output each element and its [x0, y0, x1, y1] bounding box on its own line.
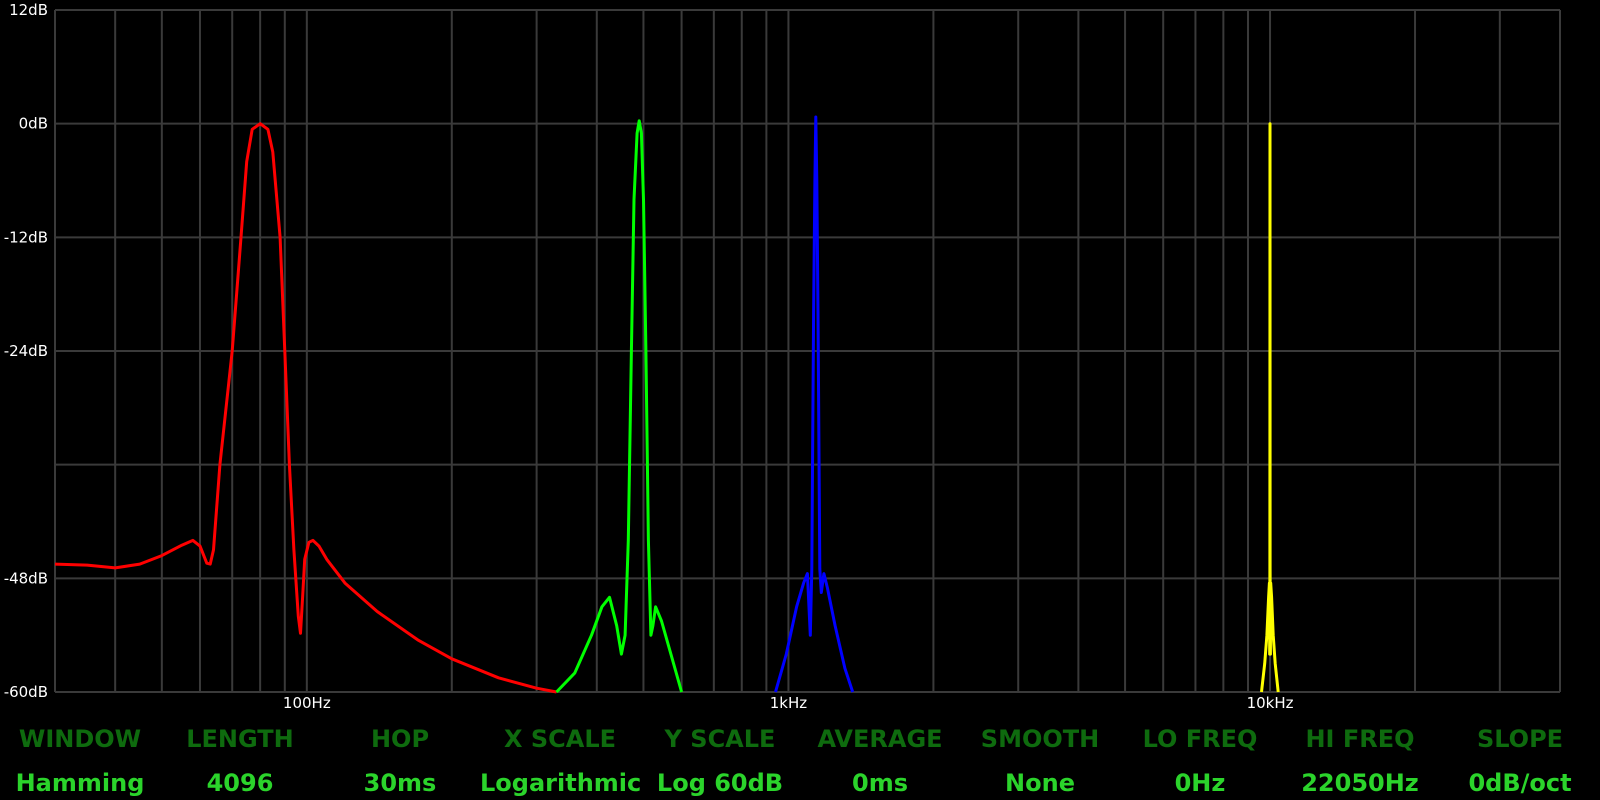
slope-value[interactable]: 0dB/oct [1440, 768, 1600, 798]
hi-freq-control[interactable]: HI FREQ 22050Hz [1280, 716, 1440, 800]
smooth-control[interactable]: SMOOTH None [960, 716, 1120, 800]
x-scale-label: X SCALE [480, 724, 640, 754]
window-label: WINDOW [0, 724, 160, 754]
hop-label: HOP [320, 724, 480, 754]
hi-freq-label: HI FREQ [1280, 724, 1440, 754]
spectrum-series-1 [55, 124, 557, 692]
average-value[interactable]: 0ms [800, 768, 960, 798]
y-tick-label: -24dB [4, 342, 48, 360]
spectrum-series-4 [1262, 124, 1279, 692]
spectrum-series-3 [776, 117, 853, 692]
x-scale-value[interactable]: Logarithmic [480, 768, 640, 798]
average-control[interactable]: AVERAGE 0ms [800, 716, 960, 800]
length-label: LENGTH [160, 724, 320, 754]
hop-value[interactable]: 30ms [320, 768, 480, 798]
y-tick-label: 12dB [9, 1, 48, 19]
window-value[interactable]: Hamming [0, 768, 160, 798]
slope-label: SLOPE [1440, 724, 1600, 754]
spectrum-plot-canvas: 12dB 0dB -12dB -24dB -48dB -60dB 100Hz 1kHz 10kH… [0, 0, 1600, 720]
y-tick-label: -60dB [4, 683, 48, 701]
x-tick-label: 10kHz [1247, 694, 1294, 712]
y-tick-label: 0dB [19, 115, 48, 133]
window-control[interactable]: WINDOW Hamming [0, 716, 160, 800]
y-tick-label: -12dB [4, 228, 48, 246]
hi-freq-value[interactable]: 22050Hz [1280, 768, 1440, 798]
smooth-label: SMOOTH [960, 724, 1120, 754]
y-scale-value[interactable]: Log 60dB [640, 768, 800, 798]
lo-freq-value[interactable]: 0Hz [1120, 768, 1280, 798]
x-tick-label: 100Hz [283, 694, 331, 712]
length-value[interactable]: 4096 [160, 768, 320, 798]
x-tick-label: 1kHz [770, 694, 808, 712]
plot-series [55, 117, 1278, 692]
x-scale-control[interactable]: X SCALE Logarithmic [480, 716, 640, 800]
spectrum-plot[interactable]: 12dB 0dB -12dB -24dB -48dB -60dB 100Hz 1kHz 10kH… [0, 0, 1600, 720]
y-tick-label: -48dB [4, 569, 48, 587]
slope-control[interactable]: SLOPE 0dB/oct [1440, 716, 1600, 800]
smooth-value[interactable]: None [960, 768, 1120, 798]
length-control[interactable]: LENGTH 4096 [160, 716, 320, 800]
average-label: AVERAGE [800, 724, 960, 754]
lo-freq-control[interactable]: LO FREQ 0Hz [1120, 716, 1280, 800]
y-scale-control[interactable]: Y SCALE Log 60dB [640, 716, 800, 800]
spectrum-series-2 [557, 121, 682, 692]
control-bar: WINDOW Hamming LENGTH 4096 HOP 30ms X SC… [0, 716, 1600, 800]
lo-freq-label: LO FREQ [1120, 724, 1280, 754]
hop-control[interactable]: HOP 30ms [320, 716, 480, 800]
y-scale-label: Y SCALE [640, 724, 800, 754]
